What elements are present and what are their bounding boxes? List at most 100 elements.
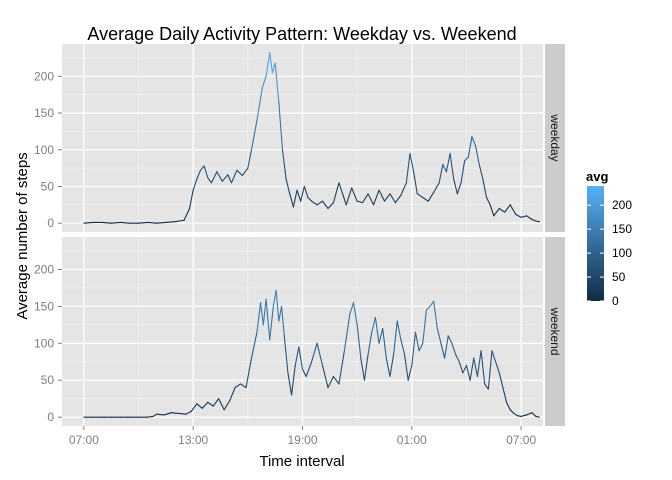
series-segment-weekend bbox=[218, 398, 225, 411]
series-segment-weekend bbox=[178, 412, 187, 415]
facet-strip-label: weekend bbox=[548, 306, 562, 355]
series-segment-weekend bbox=[414, 331, 420, 352]
series-segment-weekend bbox=[291, 364, 296, 396]
series-segment-weekend bbox=[305, 361, 313, 378]
series-segment-weekday bbox=[338, 182, 344, 195]
series-segment-weekday bbox=[498, 207, 506, 213]
series-segment-weekday bbox=[192, 178, 198, 191]
series-segment-weekday bbox=[464, 156, 469, 162]
series-segment-weekend bbox=[163, 412, 172, 416]
x-axis: 07:00 13:00 19:00 01:00 07:00 bbox=[69, 426, 536, 447]
series-segment-weekday bbox=[433, 182, 440, 193]
series-segment-weekday bbox=[281, 149, 287, 180]
series-segment-weekend bbox=[363, 353, 369, 381]
series-segment-weekday bbox=[342, 193, 347, 206]
series-segment-weekday bbox=[400, 182, 407, 196]
series-segment-weekday bbox=[520, 215, 528, 218]
series-segment-weekday bbox=[230, 169, 238, 184]
series-segment-weekday bbox=[110, 221, 121, 224]
series-segment-weekend bbox=[278, 305, 283, 322]
x-tick-label: 07:00 bbox=[506, 433, 536, 447]
series-segment-weekend bbox=[280, 305, 285, 337]
series-segment-weekday bbox=[453, 178, 458, 195]
series-segment-weekday bbox=[274, 62, 280, 103]
series-segment-weekday bbox=[438, 163, 444, 184]
series-segment-weekday bbox=[271, 62, 276, 74]
series-segment-weekday bbox=[261, 75, 267, 88]
series-segment-weekday bbox=[383, 193, 391, 202]
colorbar-title: avg bbox=[586, 169, 608, 184]
series-segment-weekday bbox=[460, 160, 466, 184]
series-segment-weekday bbox=[256, 86, 263, 121]
series-segment-weekday bbox=[278, 101, 284, 151]
series-segment-weekend bbox=[458, 361, 464, 374]
series-segment-weekday bbox=[311, 200, 318, 206]
x-axis-label: Time interval bbox=[259, 453, 344, 470]
series-segment-weekend bbox=[385, 357, 391, 378]
series-segment-weekend bbox=[389, 353, 395, 378]
series-segment-weekday bbox=[456, 182, 462, 195]
series-segment-weekday bbox=[137, 221, 149, 224]
series-segment-weekday bbox=[303, 185, 309, 199]
series-segment-weekend bbox=[371, 316, 376, 333]
series-segment-weekend bbox=[506, 401, 511, 411]
series-segment-weekend bbox=[196, 403, 203, 409]
series-segment-weekday bbox=[147, 221, 158, 224]
series-segment-weekday bbox=[526, 215, 533, 221]
series-segment-weekend bbox=[498, 372, 504, 389]
series-segment-weekend bbox=[147, 415, 154, 418]
series-segment-weekday bbox=[422, 196, 429, 202]
series-segment-weekend bbox=[301, 368, 307, 378]
series-segment-weekday bbox=[188, 189, 194, 210]
series-segment-weekend bbox=[433, 300, 438, 330]
panel-weekend: 0 50 100 150 200 weekend bbox=[34, 237, 565, 426]
series-segment-weekday bbox=[221, 174, 229, 182]
series-segment-weekend bbox=[444, 335, 449, 359]
series-segment-weekday bbox=[269, 52, 273, 74]
series-segment-weekday bbox=[83, 221, 94, 224]
series-segment-weekend bbox=[382, 327, 387, 359]
series-segment-weekend bbox=[250, 331, 258, 359]
series-segment-weekend bbox=[212, 398, 220, 407]
series-segment-weekday bbox=[174, 219, 185, 223]
series-segment-weekday bbox=[416, 193, 424, 199]
y-tick-label: 50 bbox=[41, 179, 55, 193]
series-segment-weekday bbox=[300, 185, 305, 202]
series-segment-weekend bbox=[374, 316, 380, 344]
series-segment-weekend bbox=[520, 414, 528, 417]
series-segment-weekend bbox=[411, 331, 417, 367]
facet-strip bbox=[545, 44, 565, 232]
series-segment-weekday bbox=[478, 163, 484, 180]
series-segment-weekday bbox=[216, 171, 223, 182]
series-segment-weekend bbox=[451, 342, 457, 355]
x-tick-label: 13:00 bbox=[178, 433, 208, 447]
series-segment-weekend bbox=[152, 413, 158, 417]
y-tick-label: 150 bbox=[34, 106, 54, 120]
series-segment-weekday bbox=[471, 135, 477, 147]
series-segment-weekday bbox=[207, 177, 212, 184]
y-axis-label: Average number of steps bbox=[14, 152, 31, 319]
series-segment-weekday bbox=[482, 178, 488, 199]
series-segment-weekend bbox=[349, 302, 355, 315]
series-segment-weekend bbox=[422, 309, 427, 344]
series-segment-weekday bbox=[475, 145, 480, 165]
series-segment-weekend bbox=[256, 302, 262, 333]
series-segment-weekend bbox=[265, 298, 271, 341]
series-segment-weekday bbox=[183, 207, 191, 221]
series-segment-weekend bbox=[502, 387, 508, 403]
colorbar-tick-label: 200 bbox=[612, 198, 632, 212]
series-segment-weekday bbox=[203, 165, 209, 179]
y-tick-label: 150 bbox=[34, 299, 54, 313]
series-segment-weekend bbox=[311, 342, 318, 363]
series-segment-weekend bbox=[272, 289, 277, 307]
series-segment-weekday bbox=[509, 204, 517, 215]
series-segment-weekend bbox=[469, 357, 475, 381]
series-segment-weekday bbox=[247, 149, 253, 169]
series-segment-weekend bbox=[298, 346, 304, 370]
series-segment-weekend bbox=[526, 412, 533, 416]
series-segment-weekend bbox=[436, 327, 442, 344]
series-segment-weekend bbox=[509, 409, 515, 414]
series-segment-weekend bbox=[491, 350, 497, 363]
series-segment-weekday bbox=[332, 182, 340, 204]
